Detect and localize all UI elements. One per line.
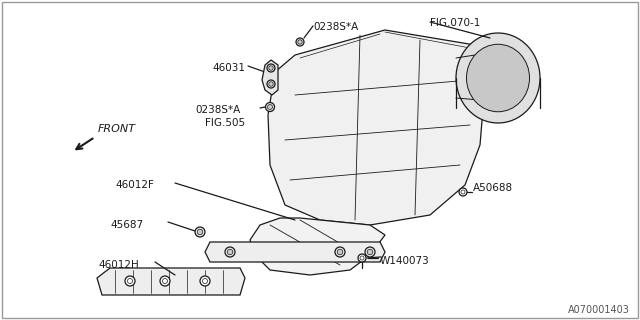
Circle shape	[296, 38, 304, 46]
Polygon shape	[262, 60, 278, 95]
Text: FRONT: FRONT	[98, 124, 136, 134]
Circle shape	[268, 105, 273, 109]
Circle shape	[298, 40, 302, 44]
Circle shape	[197, 229, 203, 235]
Circle shape	[461, 190, 465, 194]
Text: 46012H: 46012H	[98, 260, 139, 270]
Circle shape	[335, 247, 345, 257]
Circle shape	[267, 80, 275, 88]
Circle shape	[360, 256, 364, 260]
Circle shape	[227, 249, 233, 255]
Circle shape	[267, 64, 275, 72]
Text: FIG.505: FIG.505	[205, 118, 245, 128]
Circle shape	[269, 82, 273, 86]
Polygon shape	[250, 218, 385, 275]
Circle shape	[125, 276, 135, 286]
Text: 46031: 46031	[212, 63, 245, 73]
Circle shape	[266, 102, 275, 111]
Circle shape	[337, 249, 343, 255]
Ellipse shape	[467, 44, 529, 112]
Text: 0238S*A: 0238S*A	[195, 105, 240, 115]
Circle shape	[365, 247, 375, 257]
Circle shape	[202, 278, 207, 284]
Circle shape	[269, 66, 273, 70]
Circle shape	[195, 227, 205, 237]
Ellipse shape	[456, 33, 540, 123]
Polygon shape	[268, 30, 485, 225]
Text: 0238S*A: 0238S*A	[313, 22, 358, 32]
Text: 45687: 45687	[110, 220, 143, 230]
Circle shape	[200, 276, 210, 286]
Polygon shape	[205, 242, 385, 262]
Circle shape	[160, 276, 170, 286]
Text: 46012F: 46012F	[115, 180, 154, 190]
Text: FIG.070-1: FIG.070-1	[430, 18, 481, 28]
Circle shape	[358, 254, 366, 262]
Circle shape	[127, 278, 132, 284]
Circle shape	[163, 278, 168, 284]
Polygon shape	[97, 268, 245, 295]
Circle shape	[367, 249, 372, 255]
Circle shape	[225, 247, 235, 257]
Text: A50688: A50688	[473, 183, 513, 193]
Text: A070001403: A070001403	[568, 305, 630, 315]
Circle shape	[459, 188, 467, 196]
Text: W140073: W140073	[380, 256, 429, 266]
